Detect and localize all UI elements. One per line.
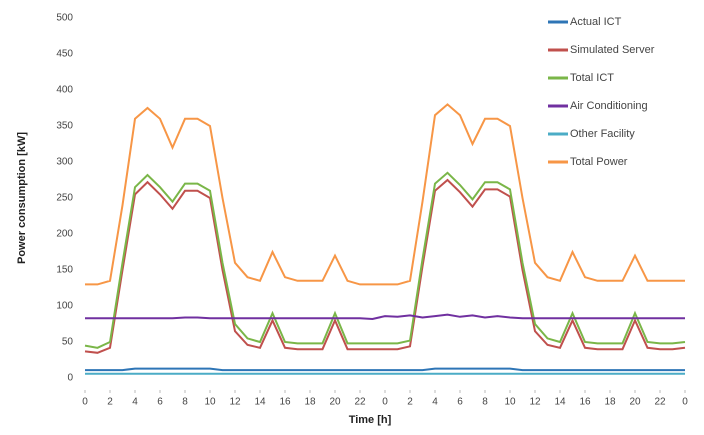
legend-label: Total Power — [570, 156, 628, 168]
y-tick-label: 400 — [56, 85, 73, 96]
x-tick-label: 14 — [554, 397, 566, 408]
y-tick-label: 200 — [56, 229, 73, 240]
x-tick-label: 18 — [304, 397, 316, 408]
x-tick-label: 4 — [432, 397, 438, 408]
y-tick-label: 450 — [56, 49, 73, 60]
x-tick-label: 18 — [604, 397, 616, 408]
y-tick-label: 50 — [62, 337, 74, 348]
x-tick-label: 22 — [354, 397, 366, 408]
series-line — [85, 313, 685, 321]
x-tick-label: 16 — [579, 397, 591, 408]
y-tick-label: 100 — [56, 301, 73, 312]
y-tick-label: 0 — [67, 373, 73, 384]
x-tick-label: 4 — [132, 397, 138, 408]
x-tick-label: 0 — [682, 397, 688, 408]
y-axis-label: Power consumption [kW] — [16, 132, 28, 264]
x-axis-label: Time [h] — [349, 414, 392, 426]
x-tick-label: 2 — [407, 397, 413, 408]
x-tick-label: 12 — [529, 397, 541, 408]
x-tick-label: 6 — [457, 397, 463, 408]
legend-label: Other Facility — [570, 128, 635, 140]
x-tick-label: 8 — [182, 397, 188, 408]
x-tick-label: 10 — [204, 397, 216, 408]
x-tick-label: 12 — [229, 397, 241, 408]
y-tick-label: 250 — [56, 193, 73, 204]
y-tick-label: 150 — [56, 265, 73, 276]
x-tick-label: 20 — [629, 397, 641, 408]
x-tick-label: 10 — [504, 397, 516, 408]
y-tick-label: 500 — [56, 13, 73, 24]
x-tick-label: 14 — [254, 397, 266, 408]
series-line — [85, 367, 685, 372]
x-tick-label: 8 — [482, 397, 488, 408]
legend-label: Simulated Server — [570, 44, 655, 56]
x-tick-label: 16 — [279, 397, 291, 408]
legend-label: Air Conditioning — [570, 100, 648, 112]
legend-label: Actual ICT — [570, 16, 622, 28]
series-line — [84, 178, 686, 354]
y-tick-label: 300 — [56, 157, 73, 168]
x-tick-label: 2 — [107, 397, 113, 408]
x-tick-label: 22 — [654, 397, 666, 408]
series-line — [84, 171, 686, 349]
legend-label: Total ICT — [570, 72, 614, 84]
x-tick-label: 20 — [329, 397, 341, 408]
x-tick-label: 0 — [382, 397, 388, 408]
series-line — [85, 103, 685, 286]
x-tick-label: 6 — [157, 397, 163, 408]
x-tick-label: 0 — [82, 397, 88, 408]
y-tick-label: 350 — [56, 121, 73, 132]
